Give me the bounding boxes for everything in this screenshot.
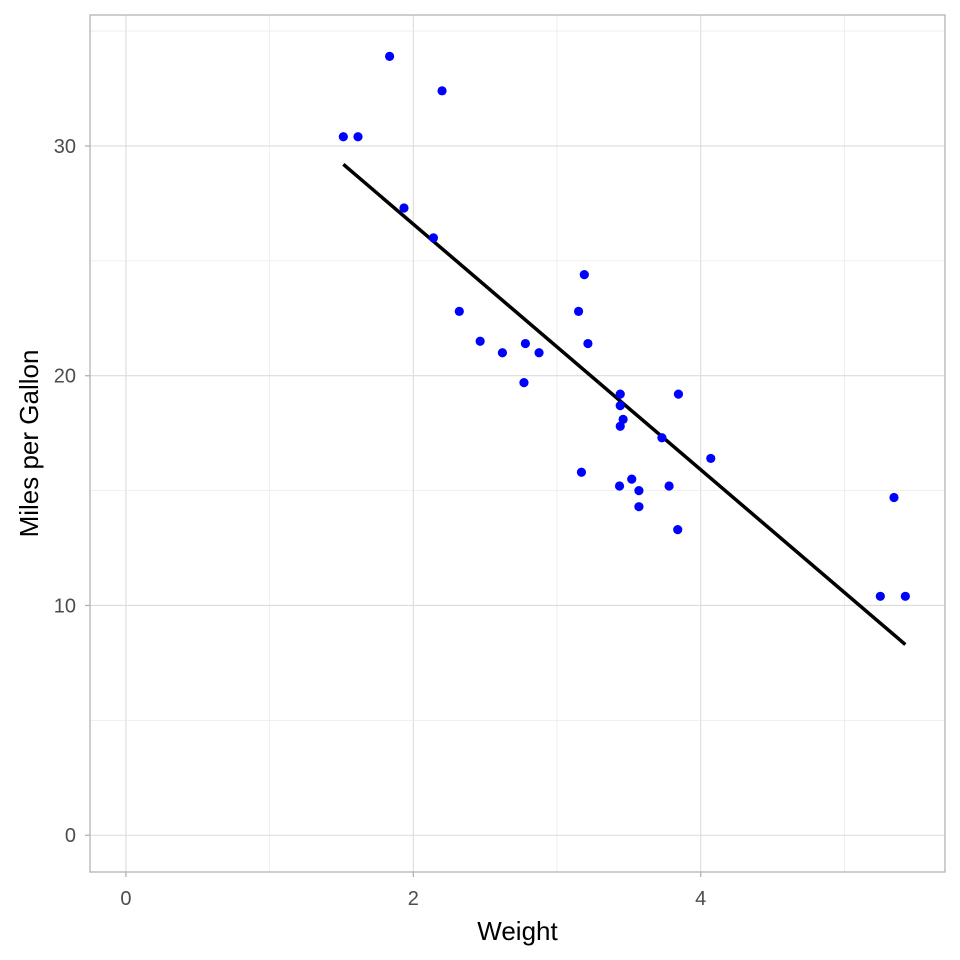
y-tick-label: 10 xyxy=(54,595,76,617)
data-point xyxy=(900,591,910,601)
data-point xyxy=(657,433,667,443)
data-point xyxy=(520,338,531,349)
data-point xyxy=(428,233,439,243)
data-point xyxy=(875,591,885,601)
data-point xyxy=(338,132,348,142)
data-point xyxy=(576,467,587,477)
data-point xyxy=(475,336,485,346)
y-tick-label: 0 xyxy=(65,825,76,847)
x-tick-label: 0 xyxy=(120,888,131,910)
data-point xyxy=(627,474,637,484)
x-tick-labels: 0 2 4 xyxy=(120,888,706,910)
data-point xyxy=(519,378,529,388)
data-point xyxy=(583,338,593,349)
y-tick-label: 30 xyxy=(54,136,76,158)
data-point xyxy=(634,486,644,496)
data-point xyxy=(497,348,508,358)
data-point xyxy=(634,502,644,512)
x-axis-title: Weight xyxy=(477,916,558,946)
data-point xyxy=(673,525,683,535)
x-tick-label: 2 xyxy=(408,888,419,910)
data-point xyxy=(454,306,464,316)
data-point xyxy=(614,481,625,491)
data-point xyxy=(573,306,584,316)
data-point xyxy=(618,414,628,424)
x-tick-label: 4 xyxy=(695,888,706,910)
data-point xyxy=(664,481,674,491)
data-point xyxy=(399,203,409,213)
data-point xyxy=(615,421,625,431)
data-point xyxy=(673,389,684,399)
axis-ticks xyxy=(85,145,702,877)
data-points xyxy=(338,51,910,601)
data-point xyxy=(706,453,716,464)
data-point xyxy=(889,492,899,503)
y-tick-labels: 0 10 20 30 xyxy=(54,136,76,847)
panel-border xyxy=(89,14,946,873)
data-point xyxy=(353,132,363,142)
data-point xyxy=(615,400,625,411)
data-point xyxy=(385,51,395,61)
y-tick-label: 20 xyxy=(54,366,76,388)
data-point xyxy=(437,86,447,96)
data-point xyxy=(615,389,625,399)
data-point xyxy=(579,270,589,280)
grid-lines xyxy=(90,15,945,872)
y-axis-title: Miles per Gallon xyxy=(14,350,44,538)
data-point xyxy=(534,348,544,358)
